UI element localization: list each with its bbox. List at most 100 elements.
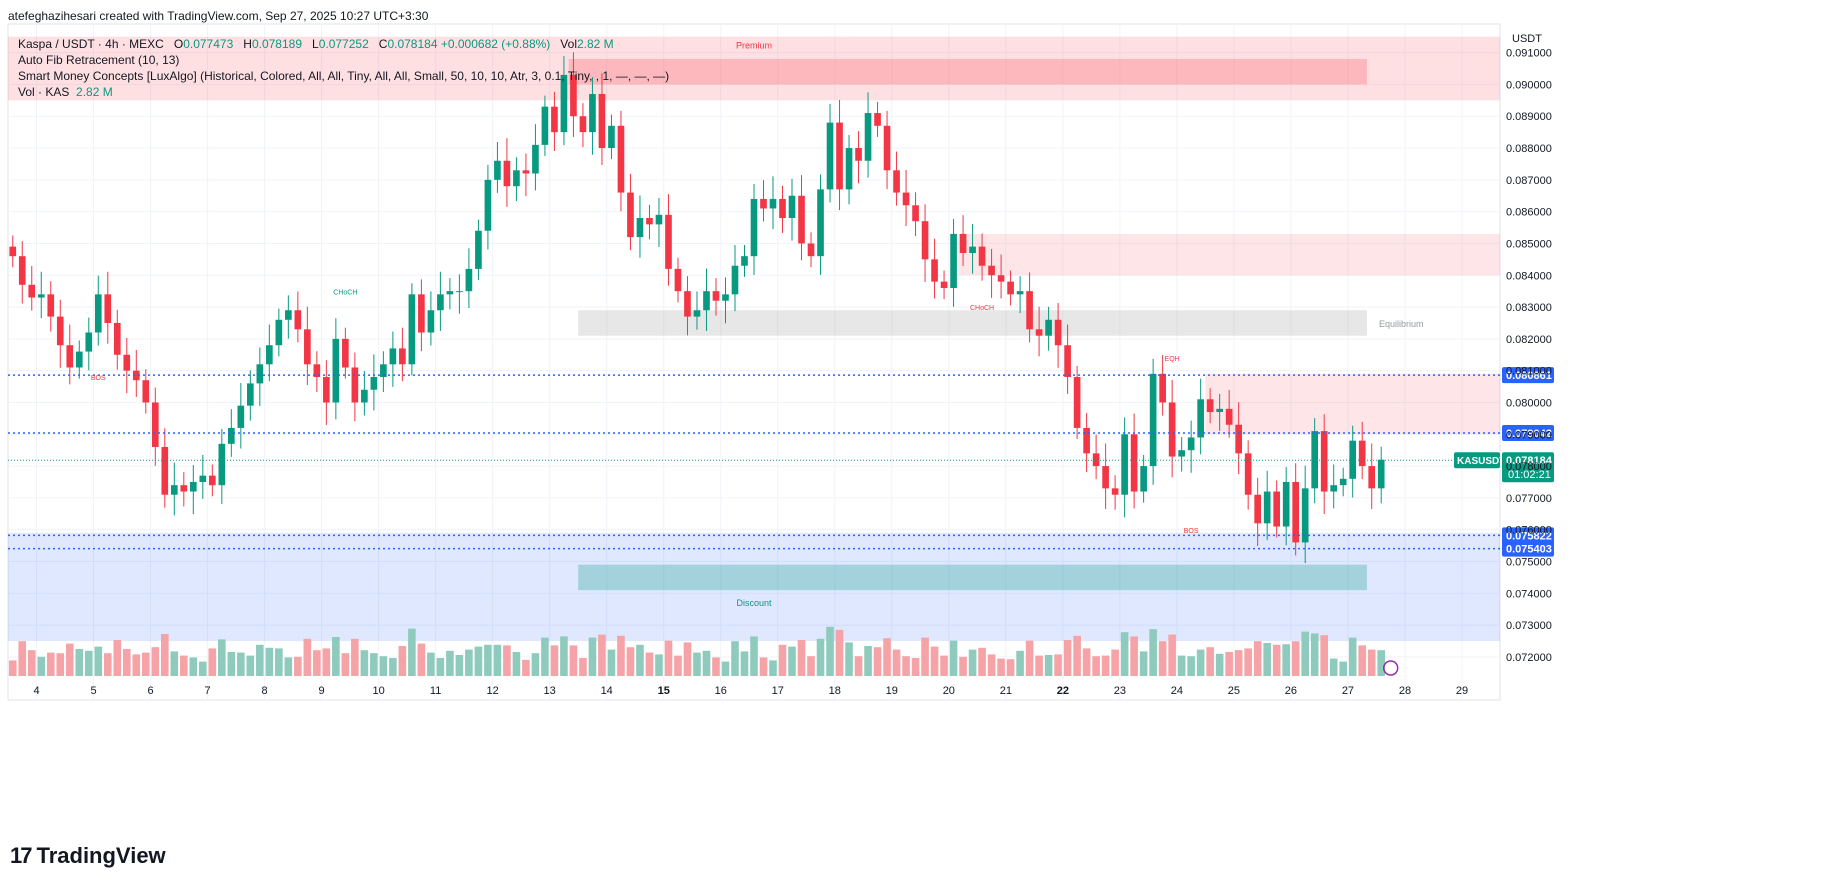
candle[interactable] — [712, 291, 720, 301]
candle[interactable] — [342, 338, 349, 368]
candle[interactable] — [1102, 466, 1109, 489]
candle[interactable] — [750, 198, 758, 257]
candle[interactable] — [893, 170, 900, 193]
candle[interactable] — [1254, 494, 1261, 524]
candle[interactable] — [151, 402, 159, 448]
candle[interactable] — [1168, 402, 1176, 457]
candle[interactable] — [1292, 481, 1300, 543]
candle[interactable] — [769, 198, 777, 209]
candle[interactable] — [132, 370, 140, 381]
candle[interactable] — [66, 345, 74, 368]
level-0-075822-tag[interactable] — [1502, 527, 1554, 544]
candle[interactable] — [883, 125, 891, 171]
alert-bolt-icon[interactable] — [1382, 660, 1399, 676]
candle[interactable] — [1159, 373, 1166, 403]
candle[interactable] — [1244, 453, 1252, 495]
candle[interactable] — [541, 106, 549, 145]
candle[interactable] — [978, 246, 986, 266]
candle[interactable] — [1054, 319, 1062, 346]
candle[interactable] — [1016, 291, 1024, 295]
candle[interactable] — [256, 364, 264, 384]
plot-area[interactable] — [7, 23, 1501, 701]
candle[interactable] — [741, 256, 748, 266]
candle[interactable] — [75, 351, 83, 368]
candle[interactable] — [208, 475, 216, 486]
candle[interactable] — [1121, 434, 1128, 495]
candle[interactable] — [864, 113, 872, 161]
candle[interactable] — [1273, 491, 1281, 527]
level-0-075403-tag[interactable] — [1502, 540, 1554, 557]
candle[interactable] — [266, 345, 273, 365]
candle[interactable] — [56, 316, 64, 346]
candle[interactable] — [494, 160, 501, 180]
candle[interactable] — [826, 122, 834, 190]
candle[interactable] — [304, 329, 311, 365]
candle[interactable] — [294, 310, 302, 330]
candle[interactable] — [522, 170, 530, 174]
candle[interactable] — [484, 179, 492, 231]
candle[interactable] — [275, 319, 283, 346]
candle[interactable] — [285, 310, 292, 320]
candle[interactable] — [551, 106, 558, 133]
candle[interactable] — [1377, 459, 1385, 489]
candle[interactable] — [779, 198, 786, 219]
candle[interactable] — [1368, 466, 1376, 489]
candle[interactable] — [655, 214, 663, 225]
candle[interactable] — [218, 443, 226, 486]
candle[interactable] — [950, 233, 957, 288]
candle[interactable] — [47, 294, 55, 317]
candle[interactable] — [199, 475, 207, 482]
candle[interactable] — [1007, 281, 1014, 295]
candle[interactable] — [123, 354, 131, 371]
candle[interactable] — [845, 148, 853, 190]
candle[interactable] — [189, 481, 197, 492]
candle[interactable] — [1320, 431, 1328, 492]
candle[interactable] — [313, 364, 321, 378]
candle[interactable] — [1235, 424, 1242, 454]
candle[interactable] — [351, 367, 359, 403]
candle[interactable] — [18, 256, 26, 285]
candle[interactable] — [389, 348, 397, 365]
candle[interactable] — [418, 294, 425, 333]
candle[interactable] — [636, 218, 644, 238]
candle[interactable] — [1140, 466, 1147, 492]
candle[interactable] — [1301, 488, 1309, 543]
candle[interactable] — [361, 389, 368, 403]
candle[interactable] — [1206, 399, 1214, 413]
candle[interactable] — [874, 113, 881, 126]
candle[interactable] — [332, 338, 340, 403]
candle[interactable] — [465, 268, 473, 292]
candle[interactable] — [579, 116, 587, 133]
candle[interactable] — [722, 294, 729, 301]
candle[interactable] — [142, 380, 150, 403]
candle[interactable] — [997, 275, 1005, 282]
candle[interactable] — [1064, 345, 1071, 378]
candle[interactable] — [731, 265, 739, 295]
level-0-080861-tag[interactable] — [1502, 367, 1554, 384]
candle[interactable] — [170, 485, 178, 495]
candle[interactable] — [1339, 478, 1347, 486]
candle[interactable] — [85, 332, 93, 352]
candle[interactable] — [1225, 408, 1233, 425]
candle[interactable] — [1149, 373, 1157, 467]
candle[interactable] — [227, 427, 235, 444]
candle[interactable] — [1035, 329, 1043, 336]
volume-indicator-row[interactable]: Vol · KAS 2.82 M — [18, 84, 669, 100]
smc-indicator-row[interactable]: Smart Money Concepts [LuxAlgo] (Historic… — [18, 69, 670, 83]
candle[interactable] — [608, 125, 615, 149]
candle[interactable] — [760, 198, 767, 209]
candle[interactable] — [37, 294, 45, 298]
candle[interactable] — [1045, 319, 1052, 336]
candle[interactable] — [570, 74, 577, 117]
candle[interactable] — [788, 195, 796, 219]
candle[interactable] — [855, 148, 862, 161]
level-0-079042-tag[interactable] — [1502, 424, 1554, 441]
candle[interactable] — [674, 268, 682, 292]
candle[interactable] — [959, 233, 967, 253]
candle[interactable] — [1073, 377, 1081, 428]
candle[interactable] — [1282, 481, 1290, 527]
candle[interactable] — [560, 74, 568, 133]
candle[interactable] — [9, 246, 17, 257]
candle[interactable] — [1187, 437, 1195, 451]
candle[interactable] — [380, 364, 387, 378]
